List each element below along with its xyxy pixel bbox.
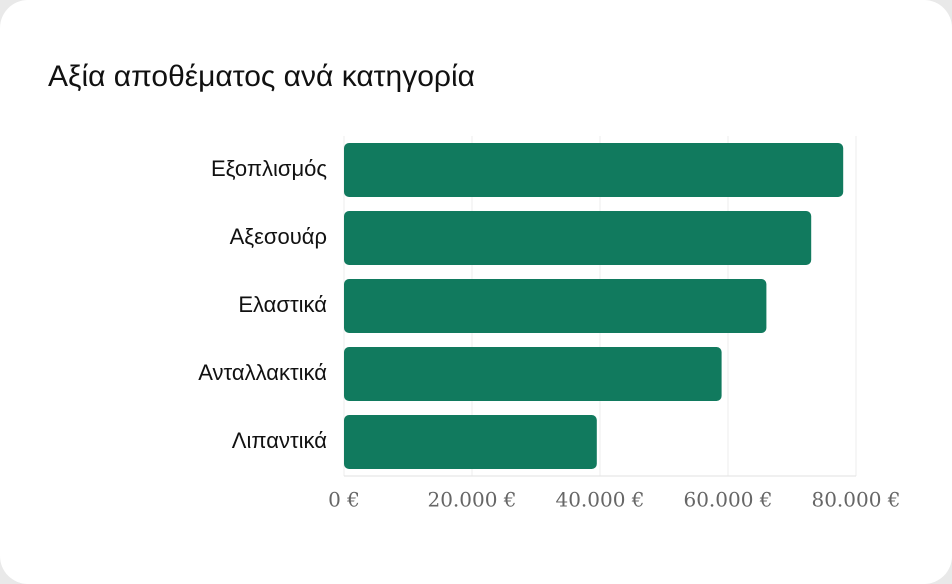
x-tick-label: 80.000 € <box>811 488 900 512</box>
x-tick-label: 40.000 € <box>555 488 644 512</box>
bar <box>344 279 767 333</box>
y-tick-label: Ανταλλακτικά <box>198 360 327 385</box>
x-tick-label: 20.000 € <box>427 488 516 512</box>
x-tick-label: 0 € <box>328 488 360 512</box>
y-tick-label: Αξεσουάρ <box>230 224 327 249</box>
x-tick-label: 60.000 € <box>683 488 772 512</box>
bar <box>344 415 597 469</box>
bar <box>344 143 844 197</box>
y-tick-label: Ελαστικά <box>238 292 327 317</box>
y-tick-label: Λιπαντικά <box>232 428 327 453</box>
bar <box>344 211 812 265</box>
bar <box>344 347 722 401</box>
chart-title: Αξία αποθέματος ανά κατηγορία <box>48 60 475 93</box>
y-tick-label: Εξοπλισμός <box>211 156 327 181</box>
